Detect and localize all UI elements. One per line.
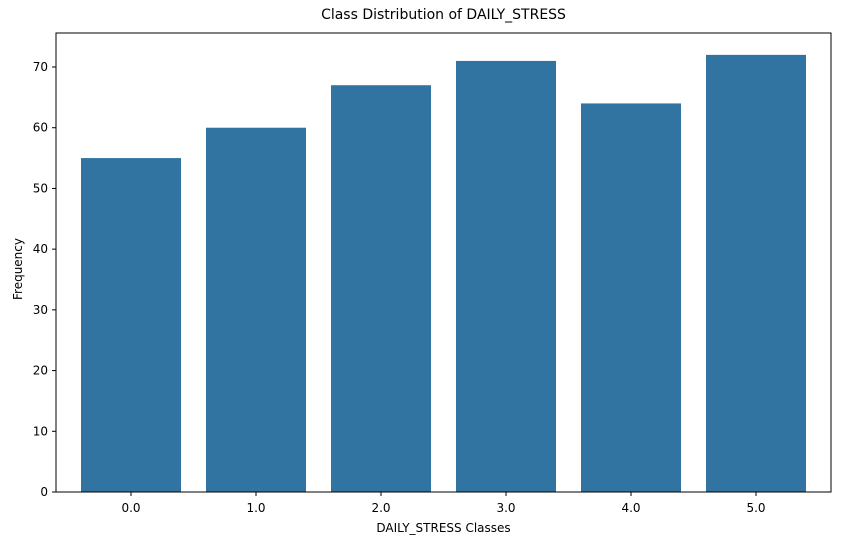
- x-axis-label: DAILY_STRESS Classes: [376, 521, 510, 535]
- x-tick-label: 3.0: [496, 501, 515, 515]
- y-axis-label: Frequency: [11, 238, 25, 300]
- x-tick-label: 2.0: [371, 501, 390, 515]
- x-tick-label: 1.0: [246, 501, 265, 515]
- x-tick-label: 4.0: [621, 501, 640, 515]
- bar-4.0: [581, 103, 681, 492]
- y-axis-ticks: 0 10 20 30 40 50 60 70: [33, 60, 56, 499]
- y-tick-label: 0: [40, 485, 48, 499]
- y-tick-label: 20: [33, 364, 48, 378]
- x-tick-label: 5.0: [746, 501, 765, 515]
- x-axis-ticks: 0.0 1.0 2.0 3.0 4.0 5.0: [121, 492, 766, 515]
- y-tick-label: 50: [33, 181, 48, 195]
- bar-5.0: [706, 54, 806, 492]
- bar-0.0: [81, 158, 181, 493]
- y-tick-label: 10: [33, 424, 48, 438]
- plot-frame: [55, 32, 832, 493]
- y-tick-label: 40: [33, 242, 48, 256]
- x-tick-label: 0.0: [121, 501, 140, 515]
- y-tick-label: 60: [33, 121, 48, 135]
- bars-group: [81, 54, 806, 493]
- chart-title: Class Distribution of DAILY_STRESS: [321, 7, 566, 23]
- y-tick-label: 30: [33, 303, 48, 317]
- bar-2.0: [331, 85, 431, 492]
- bar-3.0: [456, 60, 556, 493]
- bar-1.0: [206, 127, 306, 492]
- y-tick-label: 70: [33, 60, 48, 74]
